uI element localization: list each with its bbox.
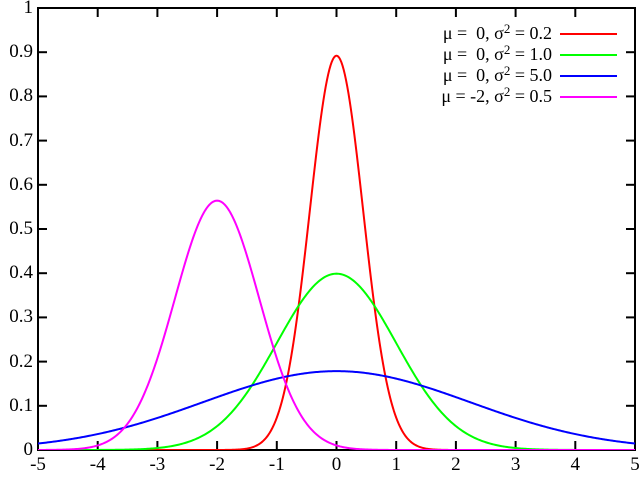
- legend-line-sample: [560, 95, 617, 98]
- legend-label-mu-sigma: μ = 0, σ: [442, 43, 504, 64]
- legend-label-superscript: 2: [503, 62, 511, 78]
- x-tick-label: -2: [209, 454, 225, 475]
- curve-mu-2-var0-5: [38, 199, 635, 450]
- y-tick-label: 0.8: [9, 85, 33, 107]
- x-tick-label: 4: [570, 454, 581, 475]
- legend-label-value: = 1.0: [510, 43, 552, 64]
- curve-mu0-var5-0: [38, 370, 635, 445]
- legend-label-value: = 0.2: [510, 22, 552, 43]
- legend-row-mu-2-var0-5: μ = -2, σ2 = 0.5: [441, 83, 617, 108]
- legend-label: μ = 0, σ2 = 1.0: [442, 41, 552, 66]
- x-tick-label: 1: [391, 454, 401, 475]
- x-tick-label: 0: [331, 454, 342, 475]
- legend-line-sample: [560, 53, 617, 56]
- legend-label-mu-sigma: μ = -2, σ: [441, 85, 504, 106]
- legend-line-sample: [560, 74, 617, 77]
- legend-row-mu0-var1-0: μ = 0, σ2 = 1.0: [441, 41, 617, 66]
- legend-label: μ = 0, σ2 = 0.2: [442, 20, 552, 45]
- legend-label-value: = 5.0: [510, 64, 552, 85]
- legend-row-mu0-var5-0: μ = 0, σ2 = 5.0: [441, 62, 617, 87]
- legend-label: μ = -2, σ2 = 0.5: [441, 83, 552, 108]
- y-tick-label: 0.4: [9, 262, 33, 284]
- legend-label-mu-sigma: μ = 0, σ: [442, 22, 504, 43]
- legend-label-superscript: 2: [503, 83, 511, 99]
- curve-mu0-var0-2: [38, 54, 635, 450]
- x-tick-label: -1: [268, 454, 285, 475]
- y-tick-label: 0.5: [9, 218, 33, 239]
- y-tick-label: 0.3: [9, 306, 33, 328]
- y-tick-label: 0.9: [9, 41, 33, 63]
- legend-label-value: = 0.5: [510, 85, 552, 106]
- legend-label: μ = 0, σ2 = 5.0: [442, 62, 552, 87]
- legend-line-sample: [560, 32, 617, 35]
- x-tick-label: 2: [451, 454, 461, 475]
- y-tick-label: 0.2: [9, 350, 33, 372]
- x-tick-label: 5: [630, 454, 640, 475]
- y-tick-label: 0.7: [9, 129, 33, 151]
- y-tick-label: 0.1: [9, 394, 33, 416]
- x-tick-label: -5: [30, 454, 46, 475]
- y-tick-label: 0: [23, 439, 34, 460]
- y-tick-label: 1: [23, 0, 34, 18]
- x-tick-label: -4: [89, 454, 106, 475]
- x-tick-label: 3: [510, 454, 521, 475]
- legend-row-mu0-var0-2: μ = 0, σ2 = 0.2: [441, 20, 617, 45]
- y-tick-label: 0.6: [9, 173, 33, 195]
- legend-label-superscript: 2: [503, 41, 511, 57]
- legend-label-mu-sigma: μ = 0, σ: [442, 64, 504, 85]
- legend-label-superscript: 2: [503, 20, 511, 36]
- chart-legend: μ = 0, σ2 = 0.2 μ = 0, σ2 = 1.0 μ = 0, σ2 …: [441, 20, 617, 108]
- x-tick-label: -3: [149, 454, 166, 475]
